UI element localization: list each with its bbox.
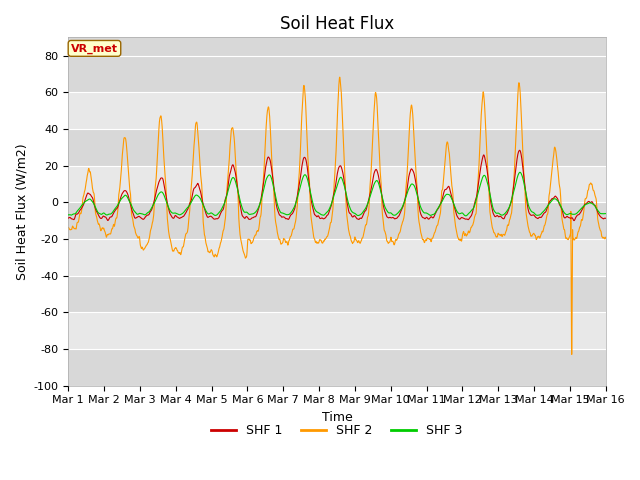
SHF 1 (570, 218, 578, 224)
SHF 1 (353, 215, 360, 221)
Bar (68, 56, 605, 92)
SHF 3 (364, 200, 372, 206)
SHF 2 (364, 213, 372, 218)
SHF 2 (493, 234, 501, 240)
SHF 1 (570, 217, 577, 223)
SHF 3 (65, 212, 72, 218)
SHF 1 (214, 216, 222, 221)
Bar (68, 166, 605, 202)
SHF 1 (554, 198, 562, 204)
Line: SHF 2: SHF 2 (68, 77, 605, 354)
SHF 1 (602, 216, 609, 221)
Line: SHF 1: SHF 1 (68, 150, 605, 221)
SHF 2 (570, 236, 577, 242)
Legend: SHF 1, SHF 2, SHF 3: SHF 1, SHF 2, SHF 3 (206, 419, 468, 442)
SHF 2 (602, 234, 609, 240)
Title: Soil Heat Flux: Soil Heat Flux (280, 15, 394, 33)
SHF 3 (462, 213, 470, 219)
Bar (68, 239, 605, 276)
SHF 1 (65, 215, 72, 221)
X-axis label: Time: Time (322, 411, 353, 424)
SHF 2 (214, 250, 222, 255)
SHF 3 (493, 210, 501, 216)
SHF 3 (516, 169, 524, 175)
SHF 3 (555, 199, 563, 205)
SHF 2 (568, 351, 575, 357)
Bar (68, 202, 605, 239)
Y-axis label: Soil Heat Flux (W/m2): Soil Heat Flux (W/m2) (15, 143, 28, 280)
SHF 3 (602, 211, 609, 216)
Bar (68, 276, 605, 312)
Bar (68, 312, 605, 349)
SHF 1 (364, 200, 372, 205)
Bar (68, 129, 605, 166)
SHF 2 (336, 74, 344, 80)
SHF 3 (353, 212, 360, 217)
SHF 3 (214, 211, 222, 216)
SHF 1 (493, 213, 500, 218)
SHF 2 (554, 172, 562, 178)
SHF 2 (65, 225, 72, 230)
Bar (68, 92, 605, 129)
Text: VR_met: VR_met (71, 43, 118, 54)
Line: SHF 3: SHF 3 (68, 172, 605, 216)
SHF 2 (353, 238, 360, 243)
Bar (68, 349, 605, 385)
SHF 3 (570, 211, 577, 217)
SHF 1 (516, 147, 524, 153)
